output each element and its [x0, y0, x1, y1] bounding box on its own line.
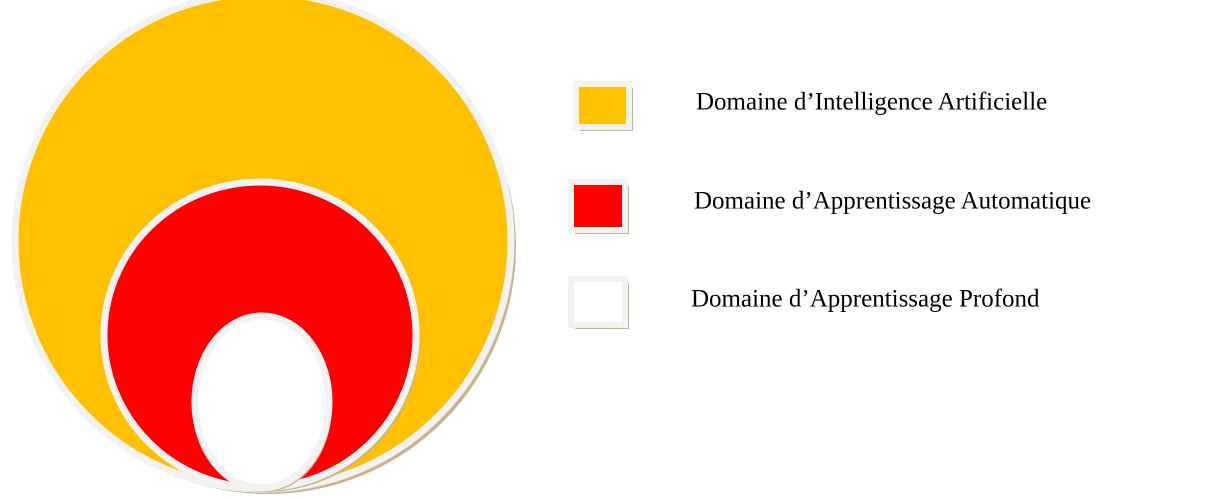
legend-label: Domaine d’Apprentissage Profond — [691, 286, 1040, 313]
legend: Domaine d’Intelligence Artificielle Doma… — [568, 81, 1091, 329]
dl-circle — [191, 312, 333, 492]
nested-circles — [11, 0, 516, 494]
legend-swatch — [568, 179, 628, 233]
legend-label: Domaine d’Intelligence Artificielle — [696, 89, 1047, 116]
legend-swatch — [573, 81, 632, 130]
legend-swatch — [568, 276, 628, 328]
legend-label: Domaine d’Apprentissage Automatique — [694, 188, 1091, 215]
